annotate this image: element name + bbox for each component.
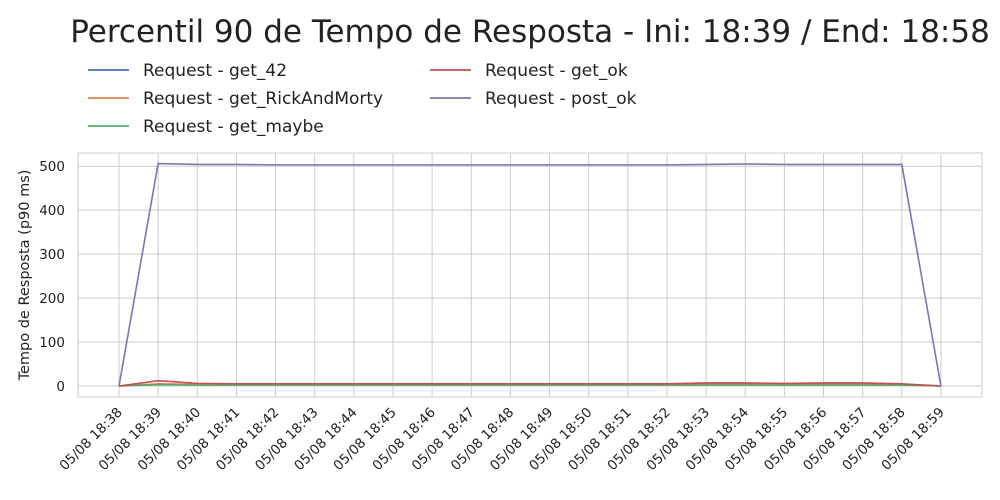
grid [78,153,982,397]
legend-label: Request - get_maybe [143,117,324,137]
y-tick-label: 0 [56,379,65,395]
y-tick-label: 500 [39,159,65,175]
y-axis-label: Tempo de Resposta (p90 ms) [17,170,33,382]
y-axis-ticks: 0 100 200 300 400 500 [39,159,65,395]
legend-label: Request - get_42 [143,61,287,81]
series-lines [118,162,942,387]
series-line-4 [118,162,942,387]
series-line-3 [118,379,941,387]
chart-title: Percentil 90 de Tempo de Resposta - Ini:… [70,14,990,50]
legend-label: Request - get_ok [485,61,628,81]
legend: Request - get_42 Request - get_RickAndMor… [88,61,637,137]
y-tick-label: 200 [39,291,65,307]
y-tick-label: 300 [39,247,65,263]
plot-frame [77,152,983,398]
y-tick-label: 100 [39,335,65,351]
legend-label: Request - get_RickAndMorty [143,89,383,109]
legend-label: Request - post_ok [485,89,637,109]
series-line-2 [118,383,941,387]
y-tick-label: 400 [39,203,65,219]
